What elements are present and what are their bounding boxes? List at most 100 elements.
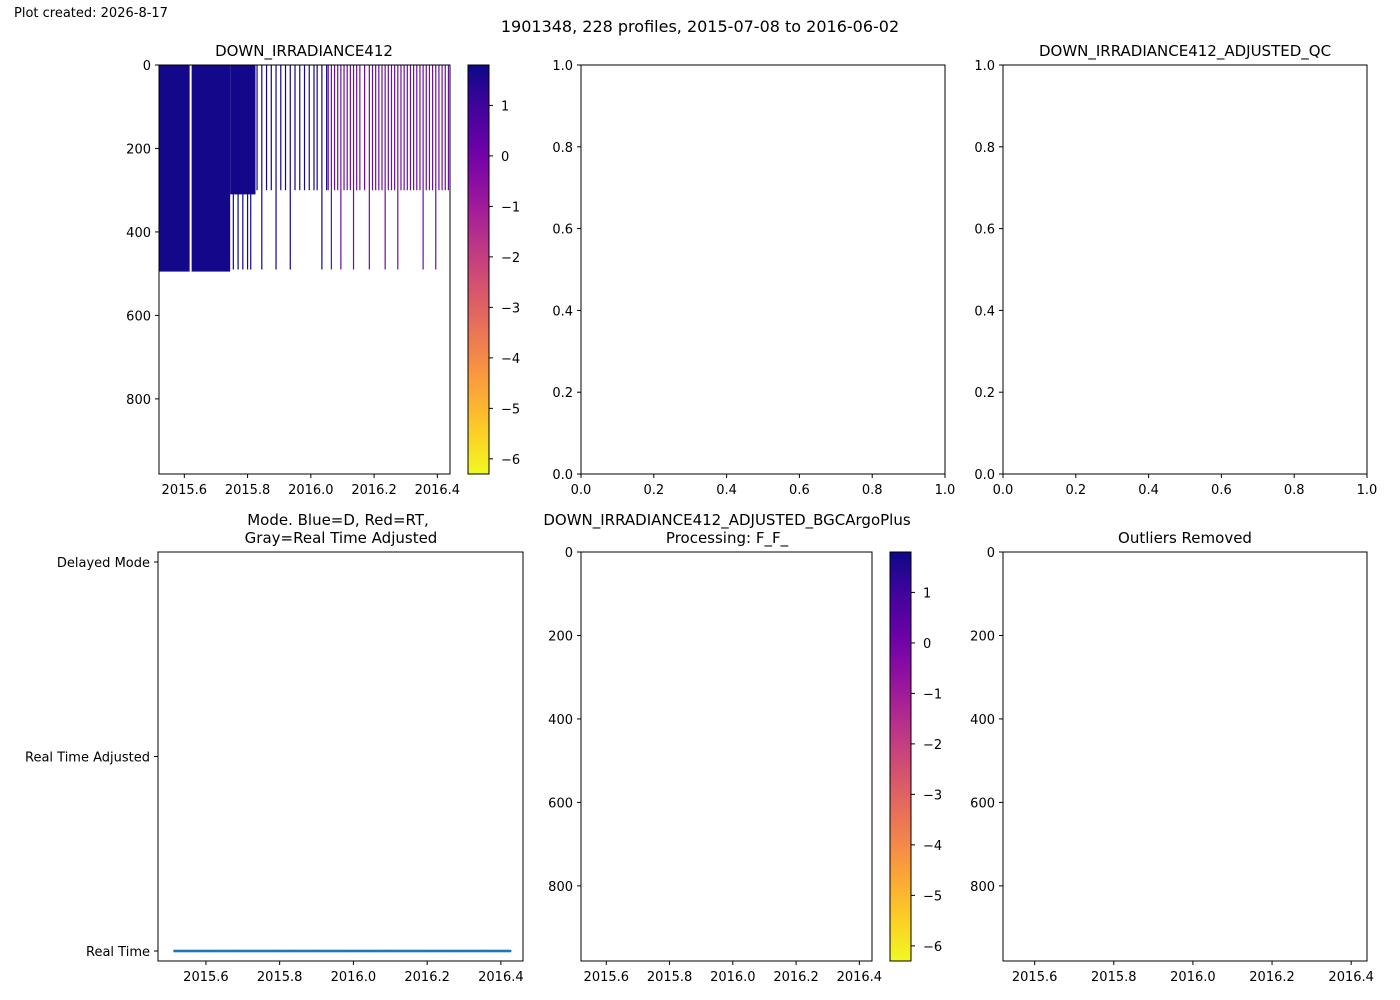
mode-ytick-label-0: Real Time [86, 945, 150, 960]
qc-xtick-label-0: 0.0 [993, 483, 1014, 498]
bgc-colorbar [889, 551, 912, 962]
outliers-xtick-label-2: 2016.0 [1170, 970, 1216, 985]
outliers-xtick-label-1: 2015.8 [1091, 970, 1137, 985]
qc-xtick-label-5: 1.0 [1357, 483, 1378, 498]
empty1-ytick-label-3: 0.6 [552, 223, 573, 238]
bgc-xtick-label-3: 2016.2 [773, 970, 819, 985]
empty1-xtick-label-2: 0.4 [716, 483, 737, 498]
empty1-ytick-label-5: 1.0 [552, 59, 573, 74]
mode-xtick-label-0: 2015.6 [183, 970, 229, 985]
irr-colorbar-tick-label-1: 0 [501, 150, 509, 165]
outliers-ytick-label-2: 400 [970, 713, 995, 728]
bgc-ytick-label-1: 200 [548, 629, 573, 644]
irr-xtick-label-3: 2016.2 [351, 483, 397, 498]
irr-colorbar-tick-label-3: −2 [501, 251, 520, 266]
figure-suptitle: 1901348, 228 profiles, 2015-07-08 to 201… [500, 17, 900, 36]
mode-title-line2: Gray=Real Time Adjusted [244, 529, 438, 547]
irr-plot-area [159, 65, 450, 272]
bgc-frame [580, 551, 873, 962]
bgc-colorbar-tick-label-0: 1 [923, 586, 931, 601]
qc-frame [1002, 64, 1368, 475]
irr-xtick-label-2: 2016.0 [288, 483, 334, 498]
outliers-ytick-label-4: 800 [970, 880, 995, 895]
mode-xtick-label-2: 2016.0 [331, 970, 377, 985]
empty1-ytick-label-4: 0.8 [552, 141, 573, 156]
mode-xtick-label-3: 2016.2 [404, 970, 450, 985]
irr-xtick-label-4: 2016.4 [415, 483, 461, 498]
irr-colorbar-tick-label-4: −3 [501, 301, 520, 316]
irr-colorbar-tick-label-0: 1 [501, 99, 509, 114]
mode-title-line1: Mode. Blue=D, Red=RT, [247, 511, 429, 529]
empty1-xtick-label-5: 1.0 [935, 483, 956, 498]
bgc-colorbar-tick-label-7: −6 [923, 940, 942, 955]
outliers-ytick-label-0: 0 [987, 546, 995, 561]
irr-colorbar-tick-label-6: −5 [501, 402, 520, 417]
mode-frame [157, 551, 524, 962]
qc-xtick-label-4: 0.8 [1284, 483, 1305, 498]
bgc-colorbar-tick-label-6: −5 [923, 889, 942, 904]
irr-colorbar-tick-label-5: −4 [501, 352, 520, 367]
qc-title: DOWN_IRRADIANCE412_ADJUSTED_QC [1038, 42, 1332, 60]
mode-ytick-label-2: Delayed Mode [57, 556, 150, 571]
irr-colorbar-tick-label-7: −6 [501, 453, 520, 468]
empty1-xtick-label-1: 0.2 [643, 483, 664, 498]
qc-xtick-label-3: 0.6 [1211, 483, 1232, 498]
irr-xtick-label-0: 2015.6 [162, 483, 208, 498]
qc-ytick-label-5: 1.0 [974, 59, 995, 74]
bgc-ytick-label-0: 0 [565, 546, 573, 561]
bgc-ytick-label-3: 600 [548, 796, 573, 811]
irr-colorbar-tick-label-2: −1 [501, 200, 520, 215]
bgc-xtick-label-2: 2016.0 [710, 970, 756, 985]
empty1-xtick-label-0: 0.0 [571, 483, 592, 498]
irr-frame [158, 64, 451, 475]
outliers-xtick-label-3: 2016.2 [1249, 970, 1295, 985]
irr-title: DOWN_IRRADIANCE412 [215, 42, 393, 60]
bgc-ytick-label-4: 800 [548, 880, 573, 895]
irr-ytick-label-1: 200 [126, 142, 151, 157]
mode-xtick-label-1: 2015.8 [257, 970, 303, 985]
irr-profile-gap [189, 65, 192, 272]
irr-ytick-label-4: 800 [126, 393, 151, 408]
outliers-xtick-label-0: 2015.6 [1012, 970, 1058, 985]
empty1-ytick-label-1: 0.2 [552, 386, 573, 401]
bgc-ytick-label-2: 400 [548, 713, 573, 728]
mode-ytick-label-1: Real Time Adjusted [25, 751, 150, 766]
bgc-title-line1: DOWN_IRRADIANCE412_ADJUSTED_BGCArgoPlus [543, 511, 911, 529]
bgc-colorbar-tick-label-1: 0 [923, 637, 931, 652]
mode-xtick-label-4: 2016.4 [478, 970, 524, 985]
irr-ytick-label-2: 400 [126, 226, 151, 241]
empty1-xtick-label-4: 0.8 [862, 483, 883, 498]
qc-ytick-label-1: 0.2 [974, 386, 995, 401]
mode-points [173, 949, 512, 953]
empty1-xtick-label-3: 0.6 [789, 483, 810, 498]
outliers-frame [1002, 551, 1368, 962]
irr-ytick-label-0: 0 [143, 59, 151, 74]
qc-ytick-label-0: 0.0 [974, 468, 995, 483]
bgc-colorbar-tick-label-2: −1 [923, 687, 942, 702]
qc-ytick-label-3: 0.6 [974, 223, 995, 238]
mode-point-227 [508, 949, 512, 953]
bgc-title-line2: Processing: F_F_ [665, 529, 789, 547]
qc-xtick-label-2: 0.4 [1138, 483, 1159, 498]
irr-xtick-label-1: 2015.8 [225, 483, 271, 498]
outliers-xtick-label-4: 2016.4 [1328, 970, 1374, 985]
bgc-colorbar-tick-label-3: −2 [923, 738, 942, 753]
outliers-title: Outliers Removed [1118, 529, 1252, 547]
bgc-xtick-label-0: 2015.6 [584, 970, 630, 985]
bgc-xtick-label-4: 2016.4 [837, 970, 883, 985]
irr-profile-block-deep [159, 65, 231, 272]
plot-created-label: Plot created: 2026-8-17 [14, 6, 168, 21]
irr-ytick-label-3: 600 [126, 309, 151, 324]
outliers-ytick-label-1: 200 [970, 629, 995, 644]
empty1-ytick-label-2: 0.4 [552, 304, 573, 319]
qc-ytick-label-2: 0.4 [974, 304, 995, 319]
qc-ytick-label-4: 0.8 [974, 141, 995, 156]
outliers-ytick-label-3: 600 [970, 796, 995, 811]
irr-colorbar [467, 64, 490, 475]
bgc-colorbar-tick-label-4: −3 [923, 788, 942, 803]
bgc-colorbar-tick-label-5: −4 [923, 839, 942, 854]
qc-xtick-label-1: 0.2 [1065, 483, 1086, 498]
bgc-xtick-label-1: 2015.8 [647, 970, 693, 985]
empty1-frame [580, 64, 946, 475]
